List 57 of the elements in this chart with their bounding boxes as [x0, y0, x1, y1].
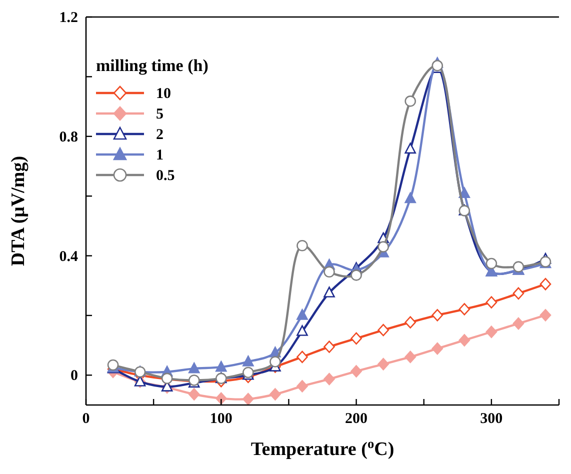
point	[378, 358, 389, 370]
point	[296, 309, 308, 320]
legend-label: 2	[156, 127, 164, 143]
point	[324, 340, 335, 353]
point	[486, 326, 498, 338]
legend-title: milling time (h)	[96, 56, 208, 75]
y-tick-label: 0.4	[59, 248, 78, 265]
legend-label: 5	[156, 106, 164, 122]
x-axis-title: Temperature ($^{o}$C)	[250, 436, 394, 460]
point	[486, 296, 498, 308]
point	[242, 356, 254, 366]
point	[378, 324, 389, 336]
point	[404, 96, 416, 107]
point	[296, 240, 308, 252]
point	[270, 388, 281, 400]
point	[486, 258, 498, 270]
point	[378, 241, 389, 252]
point	[215, 392, 227, 405]
point	[324, 266, 335, 278]
legend-label: 0.5	[156, 168, 175, 184]
point	[512, 287, 524, 300]
point	[324, 286, 335, 298]
point	[404, 142, 416, 154]
x-tick-label: 100	[210, 411, 232, 427]
y-tick-label: 0.8	[59, 129, 78, 146]
point	[404, 350, 416, 364]
point	[296, 325, 308, 336]
point	[458, 187, 470, 198]
point	[458, 334, 470, 346]
point	[404, 316, 416, 328]
point	[432, 342, 444, 355]
y-tick-label: 1.2	[59, 10, 78, 26]
legend-label: 1	[156, 148, 164, 164]
x-tick-label: 300	[480, 411, 503, 427]
y-tick-label: 0	[70, 368, 78, 384]
point	[296, 350, 308, 364]
point	[404, 192, 416, 204]
x-tick-label: 0	[82, 411, 90, 427]
point	[188, 362, 200, 374]
y-axis-title: DTA (μV/mg)	[8, 156, 29, 266]
point	[512, 261, 524, 272]
legend-label: 10	[156, 86, 171, 102]
point	[188, 388, 200, 400]
point	[458, 303, 470, 316]
point	[432, 309, 444, 322]
point	[350, 332, 362, 345]
point	[296, 380, 308, 392]
point	[512, 317, 524, 330]
point	[242, 392, 254, 406]
point	[540, 309, 552, 322]
point	[540, 278, 552, 290]
point	[324, 372, 335, 386]
point	[350, 365, 362, 378]
point	[215, 360, 227, 372]
point	[270, 356, 281, 368]
x-tick-label: 200	[345, 411, 368, 427]
point	[350, 270, 362, 281]
